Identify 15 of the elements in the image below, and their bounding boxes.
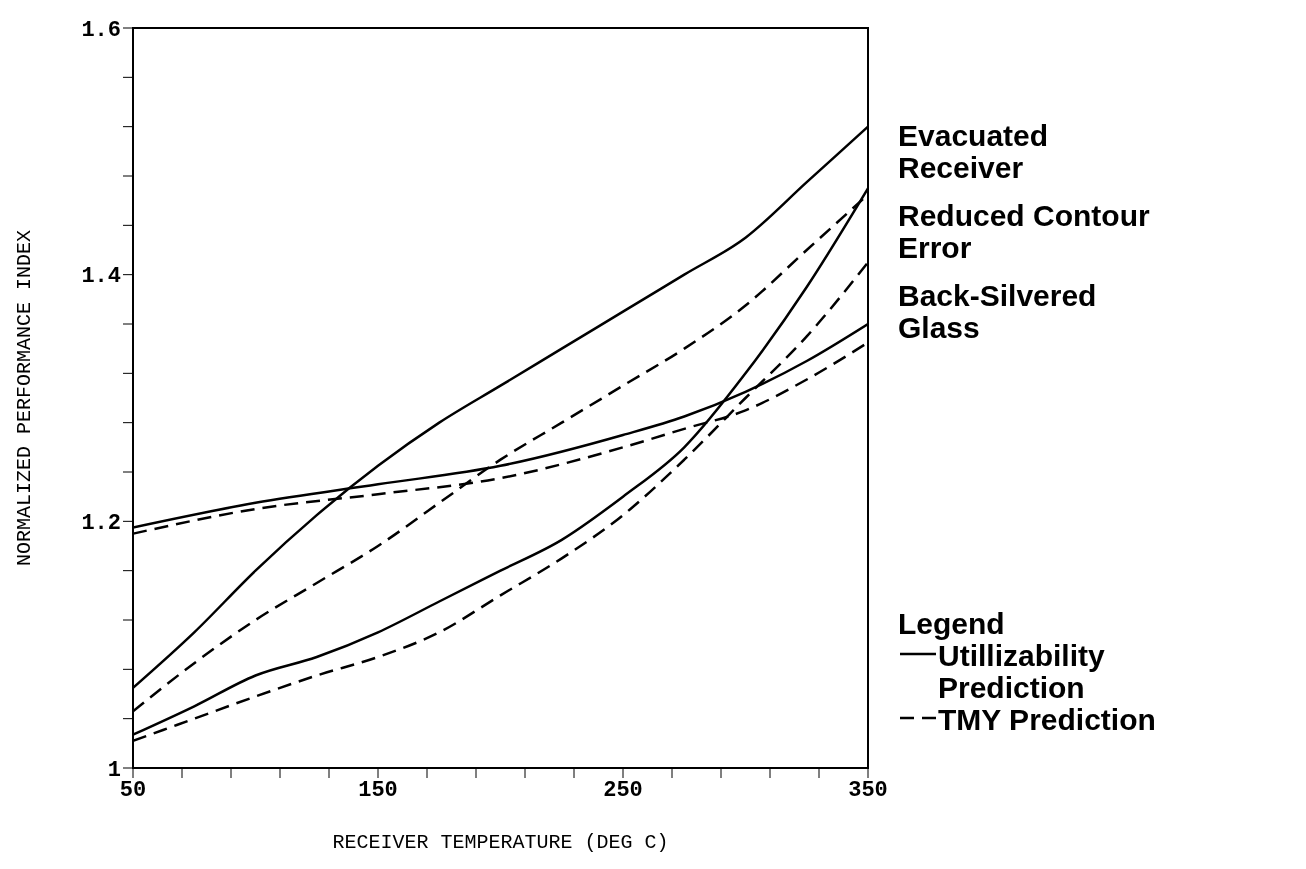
x-tick-label: 150 [358,777,398,803]
text: Reduced Contour Error [898,199,1151,264]
x-tick-label: 350 [848,777,888,803]
x-tick-label: 50 [119,777,147,803]
legend-title: Legend [898,606,1006,640]
y-tick-label: 1.2 [81,511,121,537]
y-tick-label: 1 [107,757,121,783]
y-tick-label: 1.4 [81,264,121,290]
text: Back-Silvered Glass [898,279,1098,344]
y-axis-title: NORMALIZED PERFORMANCE INDEX [13,229,37,567]
x-axis-title: RECEIVER TEMPERATURE (DEG C) [332,831,669,854]
y-tick-label: 1.6 [81,17,121,43]
x-tick-label: 250 [603,777,643,803]
legend-label: TMY Prediction [938,702,1157,736]
text: Evacuated Receiver [898,119,1050,184]
